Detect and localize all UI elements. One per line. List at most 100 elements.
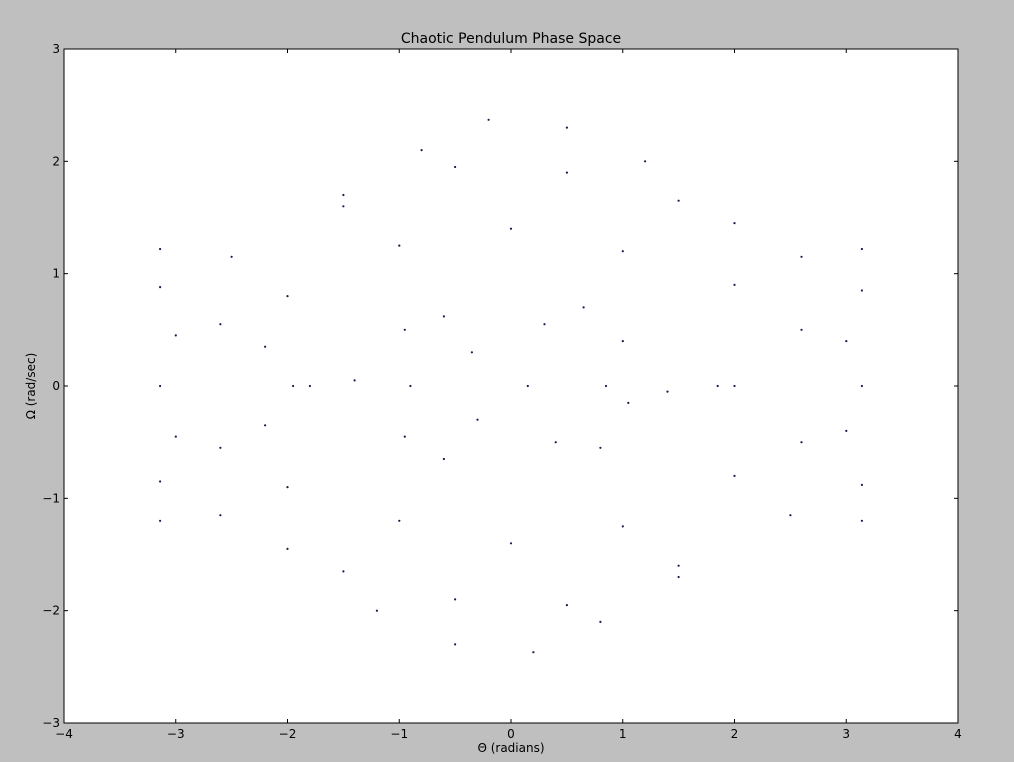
chart-title: Chaotic Pendulum Phase Space bbox=[401, 31, 621, 47]
scatter-points bbox=[159, 118, 864, 654]
y-tick-label: 0 bbox=[52, 379, 60, 393]
scatter-point bbox=[526, 384, 529, 388]
scatter-point bbox=[860, 483, 864, 486]
y-tick-labels: −3 −2 −1 0 1 2 3 bbox=[42, 42, 60, 730]
scatter-point bbox=[230, 255, 233, 258]
y-tick-label: 2 bbox=[52, 154, 60, 168]
scatter-point bbox=[666, 390, 669, 393]
scatter-point bbox=[565, 604, 569, 607]
scatter-point bbox=[442, 315, 445, 318]
x-tick-label: −3 bbox=[167, 727, 185, 741]
scatter-point bbox=[159, 519, 162, 522]
x-tick-label: 3 bbox=[842, 727, 850, 741]
scatter-point bbox=[845, 429, 848, 432]
x-tick-label: 4 bbox=[954, 727, 962, 741]
scatter-point bbox=[342, 193, 345, 197]
y-tick-label: −3 bbox=[42, 716, 60, 730]
scatter-point bbox=[677, 564, 680, 567]
y-tick-label: 3 bbox=[52, 42, 60, 56]
scatter-point bbox=[733, 283, 736, 286]
scatter-point bbox=[286, 547, 289, 551]
scatter-point bbox=[476, 418, 479, 421]
scatter-point bbox=[800, 441, 803, 444]
scatter-point bbox=[532, 651, 535, 654]
scatter-point bbox=[627, 401, 630, 404]
scatter-point bbox=[860, 519, 864, 522]
scatter-point bbox=[509, 227, 513, 230]
scatter-point bbox=[487, 118, 490, 121]
scatter-point bbox=[599, 620, 602, 624]
scatter-point bbox=[409, 384, 412, 388]
scatter-point bbox=[308, 384, 311, 388]
scatter-point bbox=[403, 328, 406, 331]
scatter-point bbox=[420, 149, 423, 152]
scatter-point bbox=[219, 446, 222, 449]
scatter-point bbox=[677, 199, 680, 202]
scatter-point bbox=[860, 384, 864, 388]
x-tick-labels: −4 −3 −2 −1 0 1 2 3 4 bbox=[55, 727, 962, 741]
scatter-point bbox=[174, 435, 177, 438]
scatter-point bbox=[342, 570, 345, 573]
scatter-point bbox=[621, 340, 624, 343]
scatter-point bbox=[264, 424, 267, 427]
scatter-point bbox=[174, 334, 177, 337]
scatter-point bbox=[800, 328, 803, 331]
x-tick-label: −1 bbox=[390, 727, 408, 741]
axis-ticks bbox=[63, 48, 959, 724]
scatter-point bbox=[621, 525, 624, 528]
scatter-point bbox=[565, 171, 569, 174]
y-axis-label: Ω (rad/sec) bbox=[24, 353, 38, 420]
scatter-point bbox=[543, 323, 546, 326]
scatter-point bbox=[454, 165, 457, 169]
scatter-point bbox=[398, 244, 401, 247]
scatter-point bbox=[644, 160, 647, 163]
scatter-point bbox=[398, 519, 401, 522]
x-tick-label: 0 bbox=[507, 727, 515, 741]
scatter-point bbox=[621, 250, 624, 253]
x-tick-label: −2 bbox=[279, 727, 297, 741]
x-tick-label: 2 bbox=[731, 727, 739, 741]
scatter-point bbox=[677, 575, 680, 579]
scatter-point bbox=[159, 480, 162, 483]
scatter-point bbox=[733, 474, 736, 477]
x-axis-label: Θ (radians) bbox=[477, 741, 544, 755]
scatter-point bbox=[159, 247, 162, 251]
scatter-point bbox=[286, 295, 289, 298]
scatter-point bbox=[582, 306, 585, 309]
scatter-point bbox=[264, 345, 267, 348]
plot-area bbox=[64, 49, 958, 723]
scatter-point bbox=[442, 457, 445, 461]
y-tick-label: −2 bbox=[42, 604, 60, 618]
scatter-point bbox=[286, 486, 289, 489]
scatter-point bbox=[159, 286, 162, 289]
scatter-point bbox=[509, 542, 513, 545]
scatter-point bbox=[454, 643, 457, 646]
scatter-point bbox=[860, 289, 864, 292]
scatter-point bbox=[159, 384, 162, 388]
scatter-point bbox=[403, 435, 406, 438]
scatter-point bbox=[353, 379, 356, 382]
x-tick-label: 1 bbox=[619, 727, 627, 741]
scatter-point bbox=[800, 255, 803, 258]
scatter-point bbox=[219, 514, 222, 517]
scatter-point bbox=[219, 323, 222, 326]
scatter-point bbox=[470, 351, 473, 354]
scatter-point bbox=[599, 446, 602, 449]
scatter-point bbox=[375, 609, 378, 612]
scatter-point bbox=[845, 340, 848, 343]
scatter-point bbox=[604, 384, 608, 388]
x-tick-label: −4 bbox=[55, 727, 73, 741]
scatter-point bbox=[454, 598, 457, 601]
scatter-point bbox=[733, 222, 736, 225]
scatter-point bbox=[342, 205, 345, 208]
scatter-point bbox=[565, 126, 569, 129]
scatter-point bbox=[789, 514, 792, 517]
scatter-point bbox=[716, 384, 719, 388]
y-tick-label: 1 bbox=[52, 267, 60, 281]
scatter-point bbox=[860, 247, 864, 251]
scatter-point bbox=[554, 441, 557, 444]
scatter-point bbox=[733, 384, 736, 388]
scatter-point bbox=[292, 384, 295, 388]
y-tick-label: −1 bbox=[42, 491, 60, 505]
